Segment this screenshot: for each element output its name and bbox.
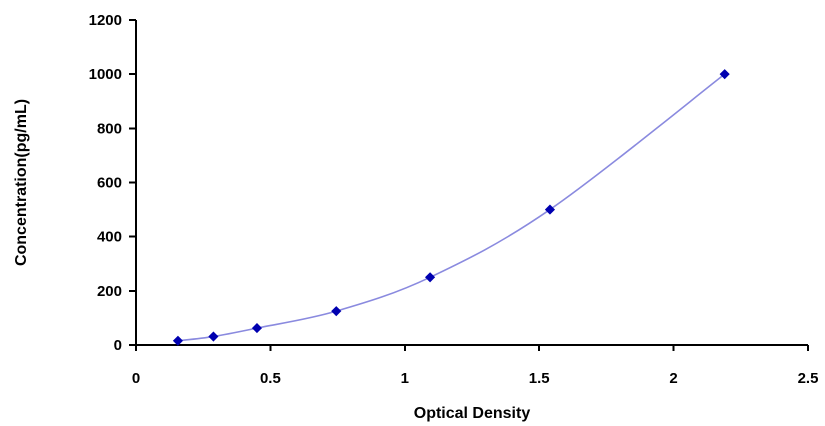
- data-point: [544, 204, 556, 215]
- fit-curve-layer: [177, 73, 726, 342]
- y-axis-label: Concentration(pg/mL): [13, 99, 30, 266]
- x-axis-label: Optical Density: [414, 405, 531, 422]
- data-point: [331, 306, 342, 317]
- y-tick-label: 600: [97, 175, 122, 192]
- y-tick-label: 1000: [89, 66, 122, 83]
- x-tick-label: 2: [669, 370, 677, 387]
- y-tick-label: 200: [97, 283, 122, 300]
- data-point: [719, 69, 730, 80]
- x-tick-label: 1: [401, 370, 409, 387]
- data-point: [172, 335, 183, 346]
- x-axis-ticks: 0 0.5 1 1.5 2 2.5: [132, 345, 819, 387]
- y-tick-label: 800: [97, 120, 122, 137]
- y-tick-label: 1200: [89, 12, 122, 29]
- x-tick-label: 0.5: [260, 370, 281, 387]
- axes: [135, 20, 808, 346]
- y-axis-ticks: 0 200 400 600 800 1000 1200: [89, 12, 136, 354]
- fit-curve: [177, 73, 726, 342]
- y-tick-label: 0: [114, 337, 122, 354]
- x-tick-label: 2.5: [798, 370, 819, 387]
- data-point: [251, 323, 263, 334]
- data-points: [172, 69, 730, 346]
- y-tick-label: 400: [97, 229, 122, 246]
- data-point: [425, 272, 436, 283]
- x-tick-label: 1.5: [529, 370, 550, 387]
- x-tick-label: 0: [132, 370, 140, 387]
- data-point: [208, 331, 219, 342]
